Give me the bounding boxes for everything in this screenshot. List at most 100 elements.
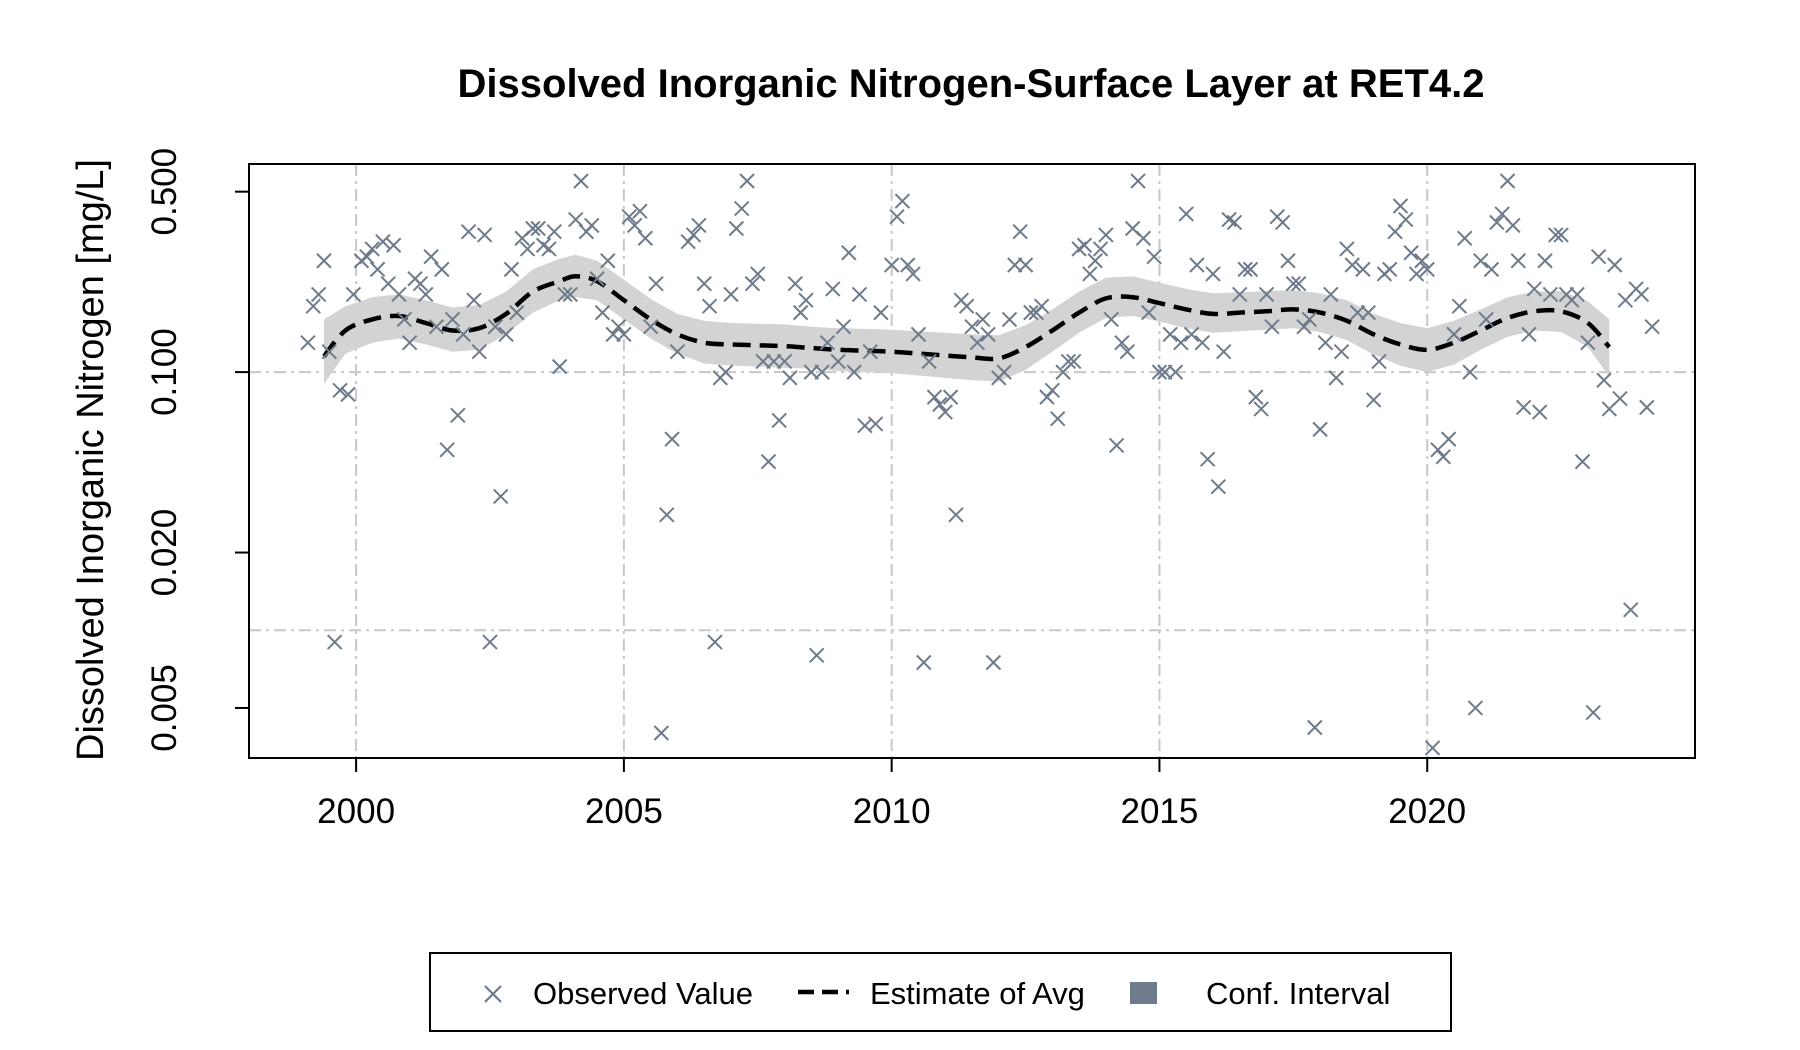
- observed-point: [1328, 370, 1344, 386]
- y-tick-label: 0.005: [145, 664, 184, 752]
- observed-point: [594, 304, 611, 321]
- observed-point: [509, 304, 525, 321]
- observed-point: [444, 311, 461, 328]
- observed-point: [642, 318, 659, 335]
- observed-point: [621, 208, 637, 225]
- y-axis: 0.005 0.020 0.100 0.500: [145, 148, 249, 752]
- observed-point: [835, 318, 852, 335]
- observed-point: [396, 311, 413, 328]
- observed-point: [557, 286, 573, 303]
- observed-point: [466, 292, 482, 308]
- observed-point: [1296, 318, 1312, 335]
- observed-point: [680, 234, 696, 250]
- observed-point: [1440, 431, 1457, 447]
- observed-point: [937, 404, 953, 420]
- observed-point: [1280, 253, 1296, 269]
- observed-point: [1424, 740, 1441, 756]
- observed-point: [798, 292, 814, 308]
- estimate-avg-line: [322, 274, 1612, 362]
- observed-point: [1333, 343, 1350, 360]
- observed-point: [776, 353, 793, 370]
- plot-area: [248, 163, 1696, 759]
- observed-point: [1408, 266, 1425, 282]
- observed-point: [1398, 211, 1414, 228]
- observed-point: [369, 261, 386, 278]
- observed-point: [1355, 261, 1371, 278]
- observed-point: [1173, 334, 1189, 351]
- observed-point: [1199, 451, 1216, 467]
- plot-frame: [248, 163, 1696, 759]
- observed-point: [300, 334, 316, 351]
- observed-point: [498, 326, 514, 343]
- observed-point: [1548, 227, 1564, 243]
- observed-point: [1242, 261, 1259, 278]
- observed-point: [1633, 286, 1650, 303]
- observed-point: [1141, 304, 1157, 321]
- observed-point: [1076, 237, 1093, 253]
- observed-point: [846, 364, 862, 380]
- observed-point: [632, 203, 648, 219]
- observed-point: [385, 237, 402, 253]
- observed-point: [332, 382, 348, 399]
- observed-point: [1098, 227, 1114, 243]
- observed-point: [1569, 286, 1585, 303]
- observed-point: [1221, 211, 1237, 228]
- observed-point: [889, 208, 905, 225]
- observed-point: [1537, 253, 1553, 269]
- observed-point: [1585, 704, 1601, 721]
- observed-point: [305, 298, 321, 314]
- observed-point: [1382, 261, 1398, 278]
- observed-point: [1478, 311, 1494, 328]
- observed-point: [487, 318, 504, 335]
- observed-points: [300, 173, 1660, 756]
- observed-point: [926, 389, 943, 405]
- observed-point: [1526, 281, 1543, 297]
- observed-point: [471, 343, 487, 360]
- observed-point: [1473, 253, 1489, 269]
- observed-point: [948, 507, 964, 523]
- observed-point: [1210, 478, 1227, 495]
- observed-point: [1639, 399, 1655, 416]
- observed-point: [1205, 266, 1221, 282]
- x-tick-label: 2005: [585, 792, 663, 831]
- observed-point: [1012, 223, 1028, 240]
- observed-point: [883, 257, 900, 273]
- observed-point: [310, 286, 327, 303]
- observed-point: [905, 266, 921, 282]
- observed-point: [1146, 248, 1162, 265]
- observed-point: [744, 276, 761, 292]
- y-axis-label: Dissolved Inorganic Nitrogen [mg/L]: [70, 159, 112, 761]
- observed-point: [653, 725, 670, 741]
- legend-item-estimate: Estimate of Avg: [798, 976, 1085, 1011]
- observed-point: [391, 286, 407, 303]
- observed-point: [1285, 276, 1302, 292]
- observed-point: [669, 343, 686, 360]
- observed-point: [1194, 334, 1210, 351]
- legend-item-ci: Conf. Interval: [1130, 976, 1390, 1011]
- observed-point: [1553, 227, 1569, 243]
- observed-point: [1049, 410, 1066, 427]
- observed-point: [1483, 261, 1500, 278]
- legend-item-observed: Observed Value: [484, 976, 753, 1011]
- observed-point: [1623, 602, 1639, 618]
- legend-ci-symbol: [1130, 982, 1157, 1004]
- observed-point: [1580, 334, 1596, 351]
- observed-point: [691, 217, 707, 234]
- observed-point: [1135, 230, 1152, 246]
- observed-point: [1323, 286, 1339, 303]
- observed-point: [1499, 173, 1516, 189]
- observed-point: [969, 334, 986, 351]
- observed-point: [1253, 401, 1269, 417]
- legend-estimate-label: Estimate of Avg: [870, 976, 1085, 1011]
- estimate-line-group: [322, 274, 1612, 362]
- observed-point: [637, 230, 654, 246]
- observed-point: [932, 396, 948, 413]
- observed-point: [1574, 453, 1591, 470]
- observed-point: [873, 304, 889, 321]
- observed-point: [1258, 286, 1275, 303]
- observed-point: [723, 286, 739, 303]
- observed-point: [771, 412, 787, 429]
- observed-point: [1290, 276, 1307, 292]
- legend: Observed Value Estimate of Avg Conf. Int…: [429, 952, 1452, 1032]
- grid-lines: [249, 164, 1695, 758]
